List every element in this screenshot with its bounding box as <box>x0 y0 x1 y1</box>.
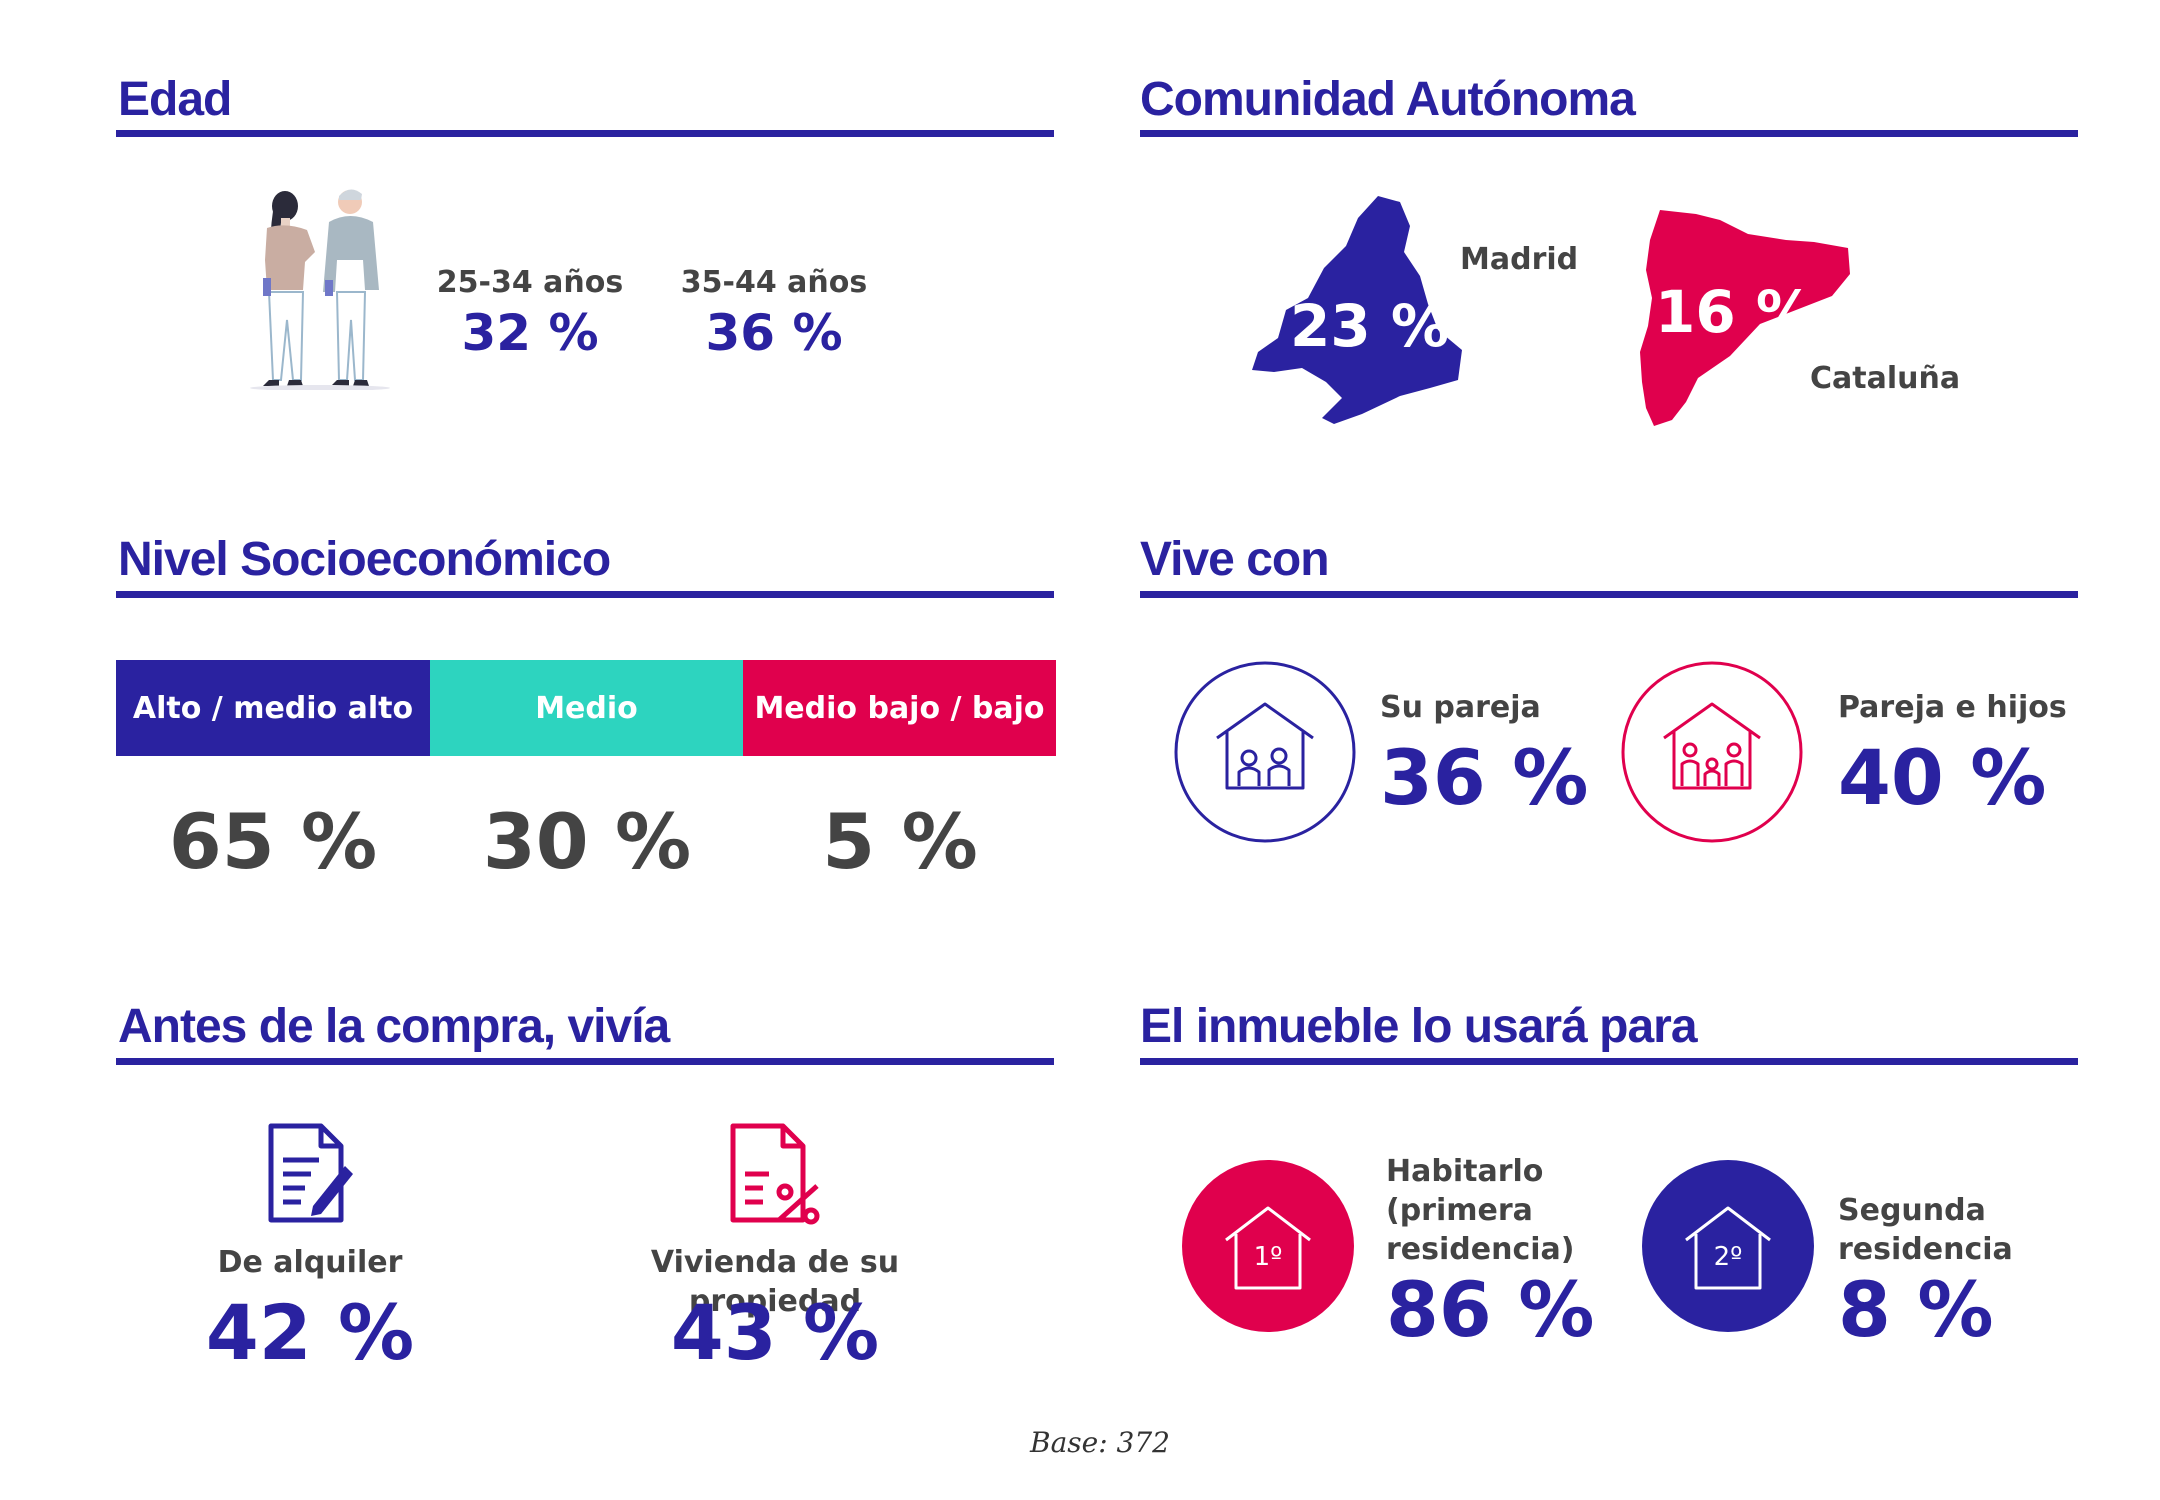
primera-residencia-number: 1º <box>1253 1242 1283 1272</box>
antes-item-2-value: 43 % <box>670 1288 880 1377</box>
edad-rule <box>116 130 1054 137</box>
house-icon <box>1685 1206 1771 1290</box>
family-house-icon <box>1621 661 1803 843</box>
house-icon <box>1225 1206 1311 1290</box>
vive-item-1-label: Su pareja <box>1380 690 1541 725</box>
madrid-label: Madrid <box>1460 242 1579 277</box>
inmueble-item-1-label-line-3: residencia) <box>1386 1232 1575 1267</box>
nivel-segment-alto: Alto / medio alto <box>116 660 430 756</box>
couple-illustration <box>250 189 390 390</box>
base-footnote: Base: 372 <box>1030 1426 1170 1459</box>
nivel-rule <box>116 591 1054 598</box>
primera-residencia-badge <box>1182 1160 1354 1332</box>
nivel-segment-bajo: Medio bajo / bajo <box>743 660 1056 756</box>
inmueble-item-1-value: 86 % <box>1386 1265 1595 1354</box>
couple-house-icon <box>1174 661 1356 843</box>
vive-item-2-value: 40 % <box>1838 733 2047 822</box>
madrid-map-icon <box>1252 196 1462 424</box>
contract-document-icon <box>268 1123 353 1223</box>
edad-title: Edad <box>118 73 232 126</box>
inmueble-item-1-label-line-1: Habitarlo <box>1386 1154 1544 1189</box>
vive-item-1-value: 36 % <box>1380 733 1589 822</box>
cataluna-label: Cataluña <box>1810 361 1961 396</box>
comunidad-rule <box>1140 130 2078 137</box>
segunda-residencia-number: 2º <box>1713 1242 1743 1272</box>
nivel-segment-medio: Medio <box>430 660 743 756</box>
nivel-value-alto: 65 % <box>168 797 378 886</box>
comunidad-title: Comunidad Autónoma <box>1140 73 1636 126</box>
nivel-value-bajo: 5 % <box>822 797 978 886</box>
percent-document-icon <box>730 1123 820 1225</box>
antes-item-1-value: 42 % <box>205 1288 415 1377</box>
inmueble-item-1-label-line-2: (primera <box>1386 1193 1533 1228</box>
vive-item-2-label: Pareja e hijos <box>1838 690 2067 725</box>
inmueble-item-2-label-line-1: Segunda <box>1838 1193 1986 1228</box>
edad-group-2-label: 35-44 años <box>680 265 868 300</box>
nivel-bar: Alto / medio alto Medio Medio bajo / baj… <box>116 660 1056 756</box>
edad-group-1-label: 25-34 años <box>436 265 624 300</box>
antes-item-2-label: Vivienda de su propiedad <box>650 1245 900 1319</box>
inmueble-item-2-label-line-2: residencia <box>1838 1232 2013 1267</box>
antes-rule <box>116 1058 1054 1065</box>
antes-title: Antes de la compra, vivía <box>118 1000 670 1053</box>
edad-group-1-value: 32 % <box>461 304 599 362</box>
segunda-residencia-badge <box>1642 1160 1814 1332</box>
vive-title: Vive con <box>1140 533 1330 586</box>
cataluna-map-icon <box>1640 210 1850 426</box>
inmueble-item-2-value: 8 % <box>1838 1265 1994 1354</box>
nivel-value-medio: 30 % <box>482 797 692 886</box>
cataluna-value: 16 % <box>1655 278 1815 346</box>
madrid-value: 23 % <box>1290 292 1450 360</box>
antes-item-1-label: De alquiler <box>217 1245 403 1280</box>
inmueble-title: El inmueble lo usará para <box>1140 1000 1698 1053</box>
inmueble-rule <box>1140 1058 2078 1065</box>
vive-rule <box>1140 591 2078 598</box>
edad-group-2-value: 36 % <box>705 304 843 362</box>
nivel-title: Nivel Socioeconómico <box>118 533 611 586</box>
